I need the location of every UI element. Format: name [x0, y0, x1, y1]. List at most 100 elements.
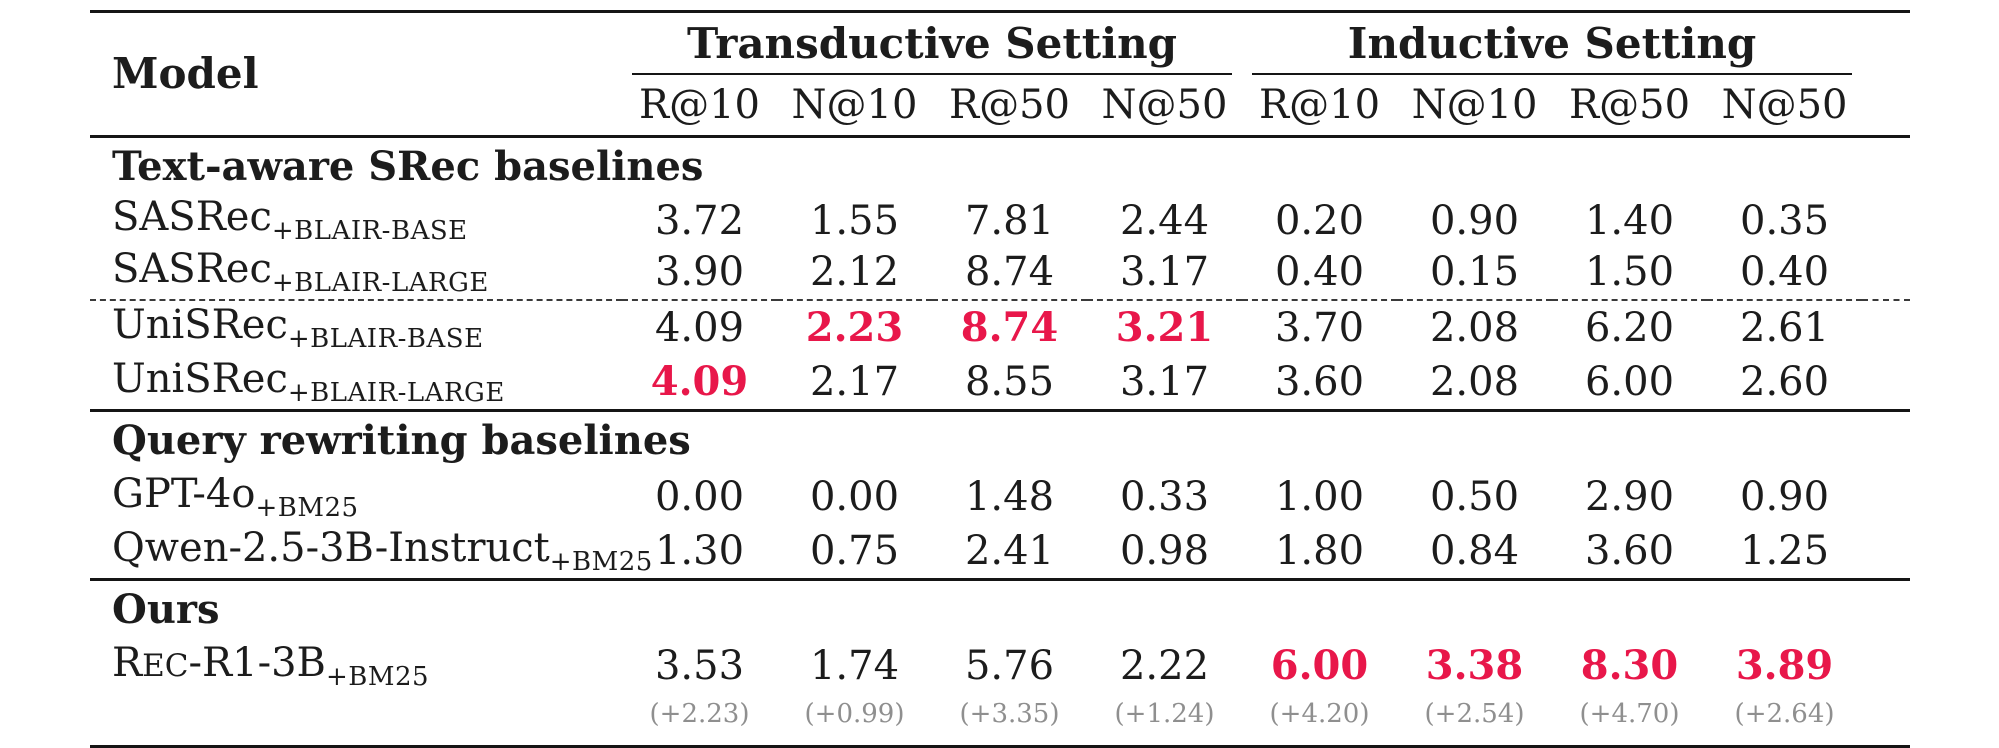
row-spacer [1862, 639, 1910, 693]
metric-value-cell: 4.09 [622, 299, 777, 356]
model-base-name: SASRec [112, 245, 272, 292]
model-subscript: +BLAIR-BASE [271, 216, 468, 246]
delta-cell: (+4.20) [1269, 699, 1370, 730]
model-base-name: -R1-3B [188, 639, 326, 686]
column-header-inductive-r10: R@10 [1242, 75, 1398, 138]
column-header-model: Model [90, 11, 622, 138]
row-spacer [1862, 470, 1910, 524]
metric-value-cell: 3.60 [1274, 359, 1365, 406]
section-header-ours: Ours [90, 578, 1911, 640]
model-subscript: +BLAIR-LARGE [287, 377, 505, 408]
metric-value-cell-best: 3.89 [1735, 642, 1834, 690]
delta-cell: (+0.99) [804, 699, 905, 730]
table-row-rec-r1-3b-bm25: REC-R1-3B+BM25 3.53 1.74 5.76 2.22 6.00 … [90, 639, 1910, 693]
metric-value-cell: 1.30 [654, 528, 745, 575]
section-header-text-aware-srec-baselines: Text-aware SRec baselines [112, 143, 704, 190]
metric-value-cell: 0.40 [1274, 249, 1365, 296]
metric-value-cell: 2.08 [1397, 299, 1553, 356]
group-header-transductive: Transductive Setting [622, 12, 1242, 76]
metric-value-cell: 3.60 [1584, 528, 1675, 575]
model-name: UniSRec+BLAIR-BASE [90, 299, 622, 356]
table-row-unisrec-blair-large: UniSRec+BLAIR-LARGE 4.09 2.17 8.55 3.17 … [90, 355, 1910, 411]
model-subscript: +BM25 [549, 546, 653, 577]
metric-value-cell: 0.90 [1740, 474, 1830, 521]
model-smallcaps-lead: R [112, 639, 143, 686]
metric-value-cell: 1.48 [964, 474, 1055, 521]
header-spacer [1862, 11, 1911, 138]
row-spacer [1862, 693, 1910, 747]
row-spacer [1862, 524, 1910, 580]
metric-value-cell-best: 3.21 [1087, 299, 1243, 356]
column-header-transductive-r10: R@10 [622, 75, 777, 138]
metric-value-cell: 0.00 [654, 474, 745, 521]
delta-cell: (+2.54) [1424, 699, 1525, 730]
model-name: UniSRec+BLAIR-LARGE [90, 355, 622, 411]
metric-value-cell: 2.90 [1584, 474, 1675, 521]
metric-value-cell: 1.25 [1740, 528, 1830, 575]
metric-value-cell: 3.90 [654, 249, 745, 296]
metric-value-cell: 1.00 [1274, 474, 1365, 521]
metric-value-cell: 2.17 [809, 359, 900, 406]
metric-value-cell: 2.12 [809, 249, 900, 296]
section-header-row: Ours [90, 578, 1911, 640]
metric-value-cell: 0.75 [809, 528, 900, 575]
metric-value-cell: 6.20 [1552, 299, 1708, 356]
metric-value-cell: 0.33 [1119, 474, 1210, 521]
metric-value-cell: 3.70 [1242, 299, 1398, 356]
delta-cell: (+3.35) [959, 699, 1060, 730]
model-base-name: Qwen-2.5-3B-Instruct [112, 524, 550, 571]
model-name: Qwen-2.5-3B-Instruct+BM25 [90, 524, 652, 580]
group-header-inductive: Inductive Setting [1242, 12, 1862, 76]
metric-value-cell: 1.50 [1584, 249, 1675, 296]
metric-value-cell: 3.72 [654, 197, 745, 244]
metric-value-cell: 8.74 [964, 249, 1055, 296]
table-row-qwen-instruct-bm25: Qwen-2.5-3B-Instruct+BM25 1.30 0.75 2.41… [90, 524, 1910, 580]
section-header-row: Text-aware SRec baselines [90, 137, 1910, 197]
metric-value-cell: 3.17 [1119, 249, 1210, 296]
delta-cell: (+2.23) [649, 699, 750, 730]
metric-value-cell: 0.50 [1429, 474, 1520, 521]
column-header-inductive-n10: N@10 [1397, 75, 1553, 138]
metric-value-cell-best: 2.23 [777, 299, 932, 356]
metric-value-cell: 7.81 [964, 197, 1055, 244]
table-row-improvement-deltas: (+2.23) (+0.99) (+3.35) (+1.24) (+4.20) … [90, 693, 1910, 747]
metric-value-cell: 2.60 [1740, 359, 1830, 406]
table-row-sasrec-blair-large: SASRec+BLAIR-LARGE 3.90 2.12 8.74 3.17 0… [90, 245, 1910, 300]
model-name: SASRec+BLAIR-LARGE [90, 245, 622, 300]
metric-value-cell-best: 8.30 [1580, 642, 1679, 690]
empty-model-cell [90, 693, 622, 747]
metric-value-cell-best: 6.00 [1270, 642, 1369, 690]
model-smallcaps-rest: EC [142, 647, 189, 684]
column-header-transductive-n50: N@50 [1087, 75, 1243, 138]
table-row-sasrec-blair-base: SASRec+BLAIR-BASE 3.72 1.55 7.81 2.44 0.… [90, 196, 1910, 245]
model-base-name: UniSRec [112, 301, 288, 348]
results-table-wrapper: Model Transductive Setting Inductive Set… [90, 10, 1911, 748]
metric-value-cell: 2.44 [1119, 197, 1210, 244]
table-row-gpt4o-bm25: GPT-4o+BM25 0.00 0.00 1.48 0.33 1.00 0.5… [90, 470, 1910, 524]
metric-value-cell-best: 4.09 [650, 358, 749, 406]
metric-value-cell: 3.53 [654, 643, 745, 690]
metric-value-cell: 8.55 [964, 359, 1055, 406]
metric-value-cell: 6.00 [1584, 359, 1675, 406]
row-spacer [1862, 355, 1910, 411]
model-base-name: SASRec [112, 194, 272, 240]
metric-value-cell: 3.17 [1119, 359, 1210, 406]
model-subscript: +BM25 [325, 661, 430, 692]
model-subscript: +BLAIR-LARGE [271, 267, 489, 298]
metric-value-cell: 0.35 [1740, 197, 1830, 244]
column-header-inductive-n50: N@50 [1707, 75, 1863, 138]
table-row-unisrec-blair-base: UniSRec+BLAIR-BASE 4.09 2.23 8.74 3.21 3… [90, 299, 1911, 356]
row-spacer [1862, 196, 1910, 245]
model-name: GPT-4o+BM25 [90, 470, 622, 524]
column-header-transductive-n10: N@10 [777, 75, 932, 138]
delta-cell: (+4.70) [1579, 699, 1680, 730]
metric-value-cell: 1.74 [809, 643, 900, 690]
row-spacer [1862, 245, 1910, 300]
metric-value-cell-best: 8.74 [932, 299, 1087, 356]
metric-value-cell-best: 3.38 [1425, 642, 1524, 690]
metric-value-cell: 2.61 [1707, 299, 1863, 356]
metric-value-cell: 0.98 [1119, 528, 1210, 575]
section-header-row: Query rewriting baselines [90, 409, 1911, 471]
metric-value-cell: 2.41 [964, 528, 1055, 575]
metric-header-row: R@10 N@10 R@50 N@50 R@10 N@10 R@50 N@50 [90, 75, 1910, 138]
